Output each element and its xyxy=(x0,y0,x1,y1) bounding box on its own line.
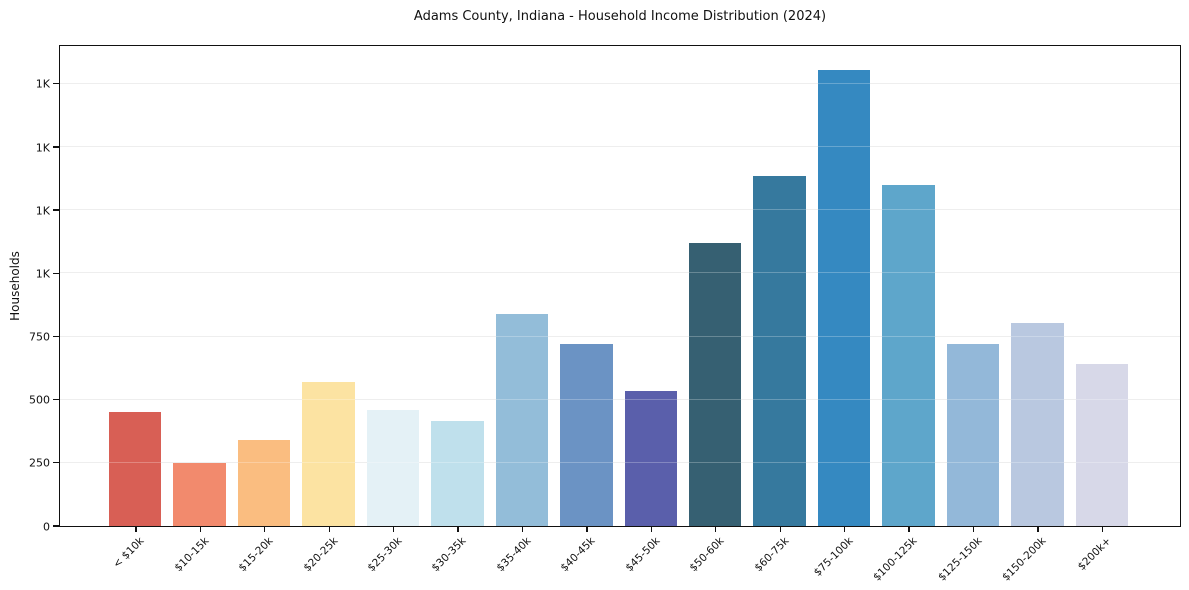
x-tick-mark xyxy=(521,526,524,532)
x-tick-mark xyxy=(199,526,201,532)
x-tick-label: $35-40k xyxy=(494,535,534,575)
x-tick-label: $45-50k xyxy=(623,535,663,575)
x-tick-mark xyxy=(908,526,910,532)
bar-9 xyxy=(624,390,677,526)
bar-16 xyxy=(1075,363,1128,526)
x-tick-label: $60-75k xyxy=(751,535,792,575)
x-tick-label: < $10k xyxy=(111,535,147,571)
gridline xyxy=(60,398,1180,400)
bars-layer xyxy=(60,46,1180,526)
x-tick-mark xyxy=(844,526,846,532)
gridline xyxy=(60,82,1180,84)
bar-10 xyxy=(688,243,742,526)
x-tick-label: $50-60k xyxy=(687,535,727,575)
x-tick-label: $75-100k xyxy=(811,535,856,579)
x-tick-label: $200k+ xyxy=(1075,535,1114,573)
plot-area: 0 250 500 750 1K 1K 1K 1K < $10k $10-15k $15-20k $… xyxy=(29,45,1181,584)
y-tick-label: 500 xyxy=(29,393,50,407)
gridlines-behind xyxy=(60,46,1180,526)
bar-4 xyxy=(302,382,355,526)
y-tick-label: 1K xyxy=(35,141,50,155)
y-axis-label: Households xyxy=(8,251,22,321)
bar-1 xyxy=(109,411,162,526)
y-tick-label: 1K xyxy=(35,204,50,218)
x-tick-mark xyxy=(135,526,137,532)
gridline xyxy=(60,461,1180,463)
bar-11 xyxy=(753,175,806,526)
x-tick-mark xyxy=(328,526,330,532)
y-tick-mark xyxy=(53,335,59,338)
x-tick-label: $100-125k xyxy=(871,535,920,584)
x-tick-mark xyxy=(779,526,781,532)
bar-3 xyxy=(237,440,291,526)
gridline xyxy=(60,335,1180,337)
x-tick-label: $125-150k xyxy=(935,535,985,584)
x-tick-label: $30-35k xyxy=(429,535,469,575)
bar-5 xyxy=(366,410,420,526)
y-tick-label: 750 xyxy=(29,330,50,344)
x-tick-label: $20-25k xyxy=(300,535,341,575)
x-tick-mark xyxy=(1037,526,1039,532)
x-tick-mark xyxy=(650,526,653,532)
y-tick-mark xyxy=(53,272,59,274)
y-tick-mark xyxy=(53,462,59,464)
x-tick-mark xyxy=(972,526,975,532)
bar-8 xyxy=(560,344,613,526)
y-tick-label: 1K xyxy=(35,267,50,281)
x-tick-label: $150-200k xyxy=(1000,535,1049,584)
y-tick-mark xyxy=(53,398,59,401)
x-tick-mark xyxy=(715,526,717,532)
bar-6 xyxy=(431,421,484,526)
x-tick-mark xyxy=(392,526,395,532)
y-tick-mark xyxy=(53,146,59,148)
bar-14 xyxy=(946,343,1000,526)
x-tick-mark xyxy=(264,526,266,532)
chart-title: Adams County, Indiana - Household Income… xyxy=(413,9,827,24)
gridline xyxy=(60,209,1180,211)
bar-12 xyxy=(817,69,871,526)
x-tick-mark xyxy=(1101,526,1104,532)
bar-7 xyxy=(495,314,549,526)
y-tick-label: 1K xyxy=(35,77,50,91)
y-tick-mark xyxy=(53,525,59,527)
x-tick-mark xyxy=(457,526,459,532)
y-tick-label: 250 xyxy=(29,456,50,470)
y-tick-mark xyxy=(53,83,59,85)
bar-15 xyxy=(1011,322,1064,526)
y-tick-label: 0 xyxy=(43,520,50,533)
y-tick-mark xyxy=(53,209,59,211)
gridline xyxy=(60,272,1180,274)
x-tick-mark xyxy=(586,526,588,532)
bar-13 xyxy=(882,184,935,526)
bar-2 xyxy=(173,463,226,526)
x-tick-label: $15-20k xyxy=(236,535,276,575)
gridline xyxy=(60,146,1180,148)
x-tick-label: $25-30k xyxy=(365,535,405,575)
x-tick-label: $10-15k xyxy=(172,535,212,575)
x-tick-label: $40-45k xyxy=(558,535,598,575)
